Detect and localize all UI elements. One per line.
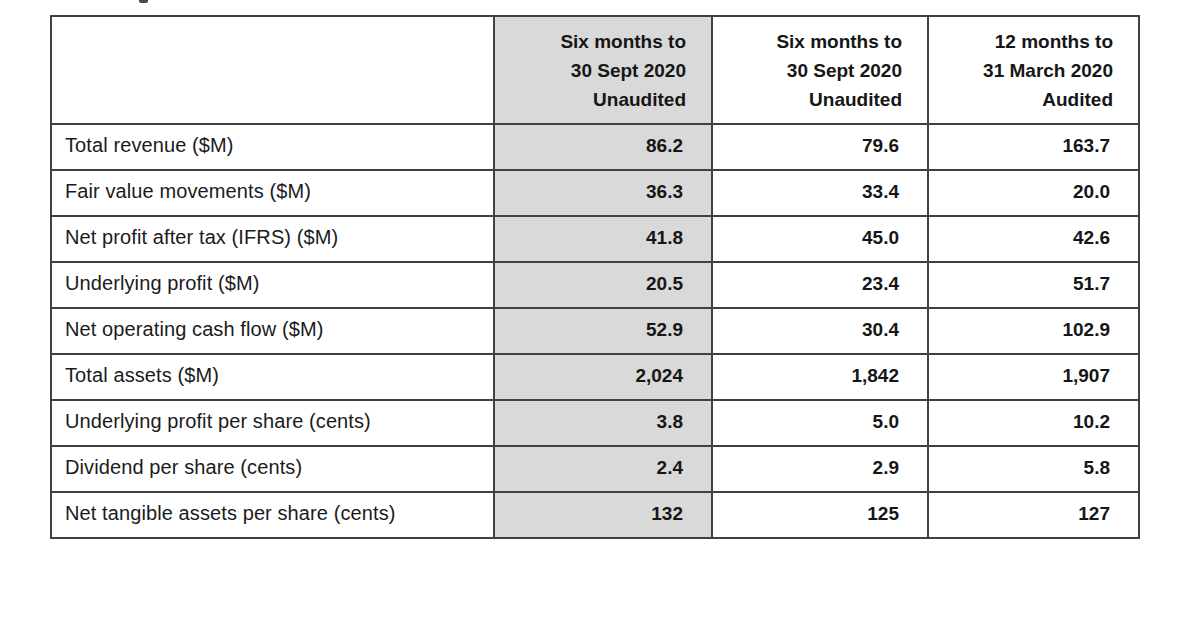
header-line: Six months to xyxy=(495,27,686,56)
blank-corner-cell xyxy=(51,16,494,124)
table-row-dividend-per-share: Dividend per share (cents) 2.4 2.9 5.8 xyxy=(51,446,1139,492)
value-cell: 10.2 xyxy=(928,400,1139,446)
value-cell: 23.4 xyxy=(712,262,928,308)
row-label: Total assets ($M) xyxy=(51,354,494,400)
table-row-net-tangible-assets-per-share: Net tangible assets per share (cents) 13… xyxy=(51,492,1139,538)
financial-summary-table: Six months to 30 Sept 2020 Unaudited Six… xyxy=(50,15,1140,539)
value-cell: 5.8 xyxy=(928,446,1139,492)
table-row-total-assets: Total assets ($M) 2,024 1,842 1,907 xyxy=(51,354,1139,400)
value-cell: 3.8 xyxy=(494,400,712,446)
table-row-underlying-profit-per-share: Underlying profit per share (cents) 3.8 … xyxy=(51,400,1139,446)
value-cell: 30.4 xyxy=(712,308,928,354)
value-cell: 20.5 xyxy=(494,262,712,308)
header-line: Unaudited xyxy=(713,85,902,114)
value-cell: 79.6 xyxy=(712,124,928,170)
table-row-fair-value-movements: Fair value movements ($M) 36.3 33.4 20.0 xyxy=(51,170,1139,216)
header-line: Six months to xyxy=(713,27,902,56)
value-cell: 132 xyxy=(494,492,712,538)
value-cell: 41.8 xyxy=(494,216,712,262)
row-label: Dividend per share (cents) xyxy=(51,446,494,492)
value-cell: 45.0 xyxy=(712,216,928,262)
header-line: 30 Sept 2020 xyxy=(713,56,902,85)
row-label: Net operating cash flow ($M) xyxy=(51,308,494,354)
value-cell: 1,907 xyxy=(928,354,1139,400)
table-row-total-revenue: Total revenue ($M) 86.2 79.6 163.7 xyxy=(51,124,1139,170)
header-line: Audited xyxy=(929,85,1113,114)
value-cell: 127 xyxy=(928,492,1139,538)
header-line: 30 Sept 2020 xyxy=(495,56,686,85)
cropped-text-fragment-artifact xyxy=(139,0,148,3)
row-label: Net tangible assets per share (cents) xyxy=(51,492,494,538)
header-line: Unaudited xyxy=(495,85,686,114)
value-cell: 42.6 xyxy=(928,216,1139,262)
table-row-net-operating-cash-flow: Net operating cash flow ($M) 52.9 30.4 1… xyxy=(51,308,1139,354)
value-cell: 125 xyxy=(712,492,928,538)
value-cell: 2.4 xyxy=(494,446,712,492)
row-label: Total revenue ($M) xyxy=(51,124,494,170)
value-cell: 86.2 xyxy=(494,124,712,170)
value-cell: 51.7 xyxy=(928,262,1139,308)
value-cell: 5.0 xyxy=(712,400,928,446)
table-row-net-profit-after-tax: Net profit after tax (IFRS) ($M) 41.8 45… xyxy=(51,216,1139,262)
value-cell: 33.4 xyxy=(712,170,928,216)
value-cell: 36.3 xyxy=(494,170,712,216)
financial-summary-table-container: Six months to 30 Sept 2020 Unaudited Six… xyxy=(50,15,1140,539)
header-line: 12 months to xyxy=(929,27,1113,56)
column-header-six-months-2020-unaudited-shaded: Six months to 30 Sept 2020 Unaudited xyxy=(494,16,712,124)
value-cell: 102.9 xyxy=(928,308,1139,354)
table-row-underlying-profit: Underlying profit ($M) 20.5 23.4 51.7 xyxy=(51,262,1139,308)
value-cell: 2.9 xyxy=(712,446,928,492)
value-cell: 20.0 xyxy=(928,170,1139,216)
page-root: { "colors": { "column_shading": "#d9d9d9… xyxy=(0,0,1200,628)
row-label: Underlying profit per share (cents) xyxy=(51,400,494,446)
header-line: 31 March 2020 xyxy=(929,56,1113,85)
value-cell: 52.9 xyxy=(494,308,712,354)
row-label: Underlying profit ($M) xyxy=(51,262,494,308)
value-cell: 1,842 xyxy=(712,354,928,400)
column-header-six-months-2020-unaudited: Six months to 30 Sept 2020 Unaudited xyxy=(712,16,928,124)
column-header-twelve-months-2020-audited: 12 months to 31 March 2020 Audited xyxy=(928,16,1139,124)
value-cell: 163.7 xyxy=(928,124,1139,170)
row-label: Fair value movements ($M) xyxy=(51,170,494,216)
header-row: Six months to 30 Sept 2020 Unaudited Six… xyxy=(51,16,1139,124)
value-cell: 2,024 xyxy=(494,354,712,400)
row-label: Net profit after tax (IFRS) ($M) xyxy=(51,216,494,262)
